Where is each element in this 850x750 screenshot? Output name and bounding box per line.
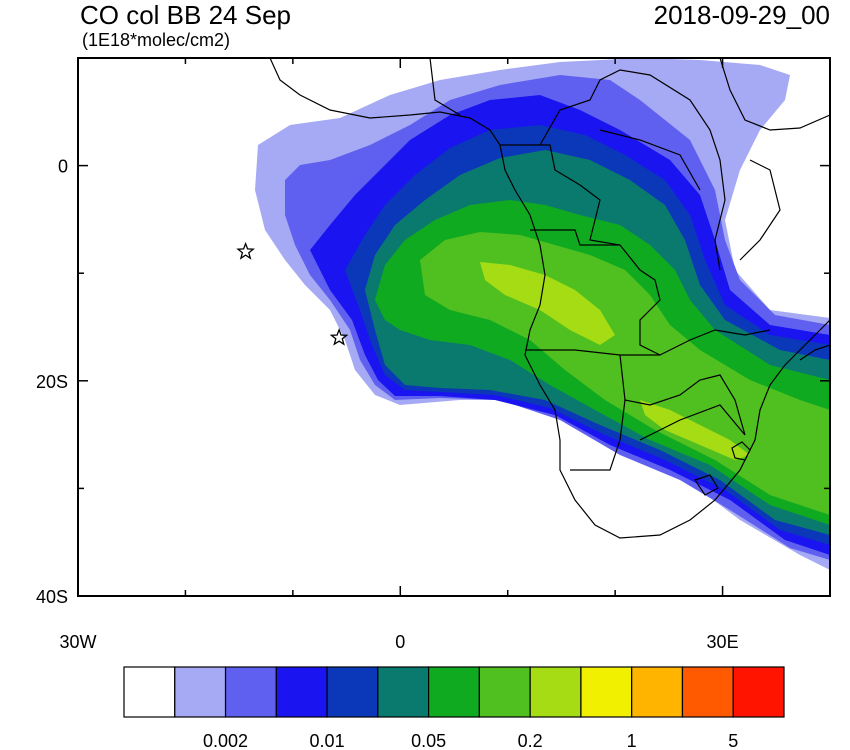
colorbar-label: 0.2 [518, 731, 543, 750]
border-1 [429, 58, 461, 116]
y-tick-label: 40S [36, 587, 68, 607]
colorbar-swatch [681, 666, 734, 718]
border-5 [570, 354, 626, 471]
colorbar-swatch [326, 666, 379, 718]
border-6 [624, 374, 746, 436]
y-tick-label: 20S [36, 372, 68, 392]
madagascar [799, 344, 830, 361]
colorbar-swatch [224, 666, 277, 718]
map-date: 2018-09-29_00 [653, 0, 830, 30]
colorbar-swatch [580, 666, 633, 718]
map-frame [77, 57, 831, 597]
colorbar: 0.002 0.01 0.05 0.2 1 5 [123, 666, 785, 750]
star-marker-icon [236, 241, 255, 260]
colorbar-label: 0.05 [411, 731, 446, 750]
border-2 [500, 144, 771, 356]
colorbar-label: 1 [627, 731, 637, 750]
plume-band-8 [480, 262, 615, 345]
map-title: CO col BB 24 Sep [80, 0, 291, 30]
map-units: (1E18*molec/cm2) [82, 30, 231, 50]
border-10 [739, 159, 781, 261]
colorbar-swatch [529, 666, 582, 718]
co-plume-field [255, 58, 830, 570]
axis-ticks: 30W 0 30E 0 20S 40S [36, 57, 831, 652]
arabia-coast [719, 58, 830, 131]
colorbar-label: 0.01 [310, 731, 345, 750]
border-11 [694, 474, 719, 496]
lesotho [731, 441, 751, 461]
border-3 [530, 229, 620, 246]
colorbar-swatch [174, 666, 227, 718]
border-8 [539, 69, 726, 271]
colorbar-swatch [631, 666, 684, 718]
colorbar-swatch [123, 666, 176, 718]
colorbar-swatch [275, 666, 328, 718]
y-tick-label: 0 [58, 157, 68, 177]
x-tick-label: 30E [707, 632, 739, 652]
star-marker-icon [329, 327, 349, 346]
colorbar-label: 5 [728, 731, 738, 750]
coastlines [269, 58, 830, 539]
x-tick-label: 30W [59, 632, 96, 652]
colorbar-swatch [428, 666, 480, 718]
x-tick-label: 0 [395, 632, 405, 652]
border-4 [525, 349, 660, 356]
border-7 [639, 404, 746, 441]
colorbar-swatch [478, 666, 531, 718]
colorbar-swatch [732, 666, 785, 718]
colorbar-swatch [377, 666, 430, 718]
plume-band-8b [640, 400, 750, 460]
border-9 [599, 129, 701, 191]
colorbar-label: 0.002 [203, 731, 248, 750]
station-markers [236, 241, 349, 346]
africa-coast [269, 58, 830, 539]
